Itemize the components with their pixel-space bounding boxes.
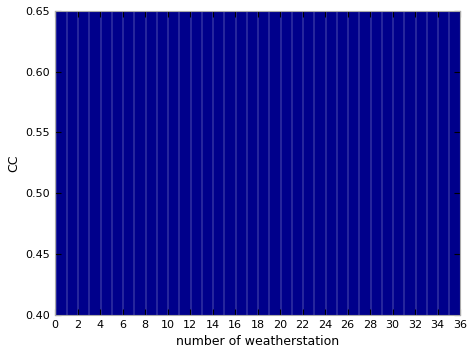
Bar <box>191 0 201 315</box>
Bar <box>393 0 403 315</box>
Bar <box>337 0 347 315</box>
Bar <box>213 0 223 315</box>
Bar <box>348 0 358 315</box>
Bar <box>157 0 167 315</box>
Bar <box>416 0 426 315</box>
Bar <box>258 0 268 315</box>
Bar <box>269 0 280 315</box>
Bar <box>281 0 291 315</box>
Bar <box>67 0 77 315</box>
Bar <box>112 0 122 315</box>
Bar <box>134 0 145 315</box>
Bar <box>404 0 415 315</box>
Bar <box>100 0 111 315</box>
Bar <box>303 0 313 315</box>
Bar <box>247 0 257 315</box>
Bar <box>89 0 100 315</box>
Bar <box>382 0 392 315</box>
Y-axis label: CC: CC <box>7 154 20 171</box>
Bar <box>168 0 178 315</box>
Bar <box>438 0 448 315</box>
Bar <box>179 0 190 315</box>
Bar <box>202 0 212 315</box>
Bar <box>55 0 66 315</box>
Bar <box>146 0 156 315</box>
Bar <box>224 0 235 315</box>
Bar <box>427 0 437 315</box>
Bar <box>292 0 302 315</box>
Bar <box>449 0 460 315</box>
Bar <box>78 0 89 315</box>
X-axis label: number of weatherstation: number of weatherstation <box>176 335 339 348</box>
Bar <box>314 0 325 315</box>
Bar <box>371 0 381 315</box>
Bar <box>326 0 336 315</box>
Bar <box>359 0 370 315</box>
Bar <box>236 0 246 315</box>
Bar <box>123 0 133 315</box>
